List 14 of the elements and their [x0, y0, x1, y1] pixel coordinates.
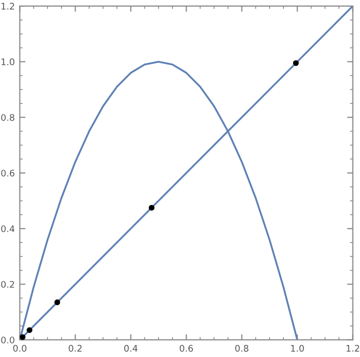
y-tick-label: 1.2 [2, 2, 14, 10]
y-tick-label: 0.2 [1, 280, 14, 288]
x-tick-label: 0.8 [235, 344, 248, 352]
y-tick-label: 0.8 [1, 114, 14, 121]
y-tick-label: 0.6 [1, 170, 14, 177]
x-tick-label: 1.0 [291, 344, 304, 352]
x-tick-label: 0.6 [180, 344, 193, 352]
y-tick-label: 1.0 [2, 58, 14, 66]
x-tick-label: 0.0 [13, 344, 26, 352]
y-tick-label: 0.0 [1, 336, 14, 344]
x-tick-label: 1.2 [346, 344, 360, 352]
x-tick-label: 0.4 [124, 344, 138, 352]
y-tick-label: 0.4 [1, 225, 14, 232]
x-tick-label: 0.2 [68, 344, 82, 352]
